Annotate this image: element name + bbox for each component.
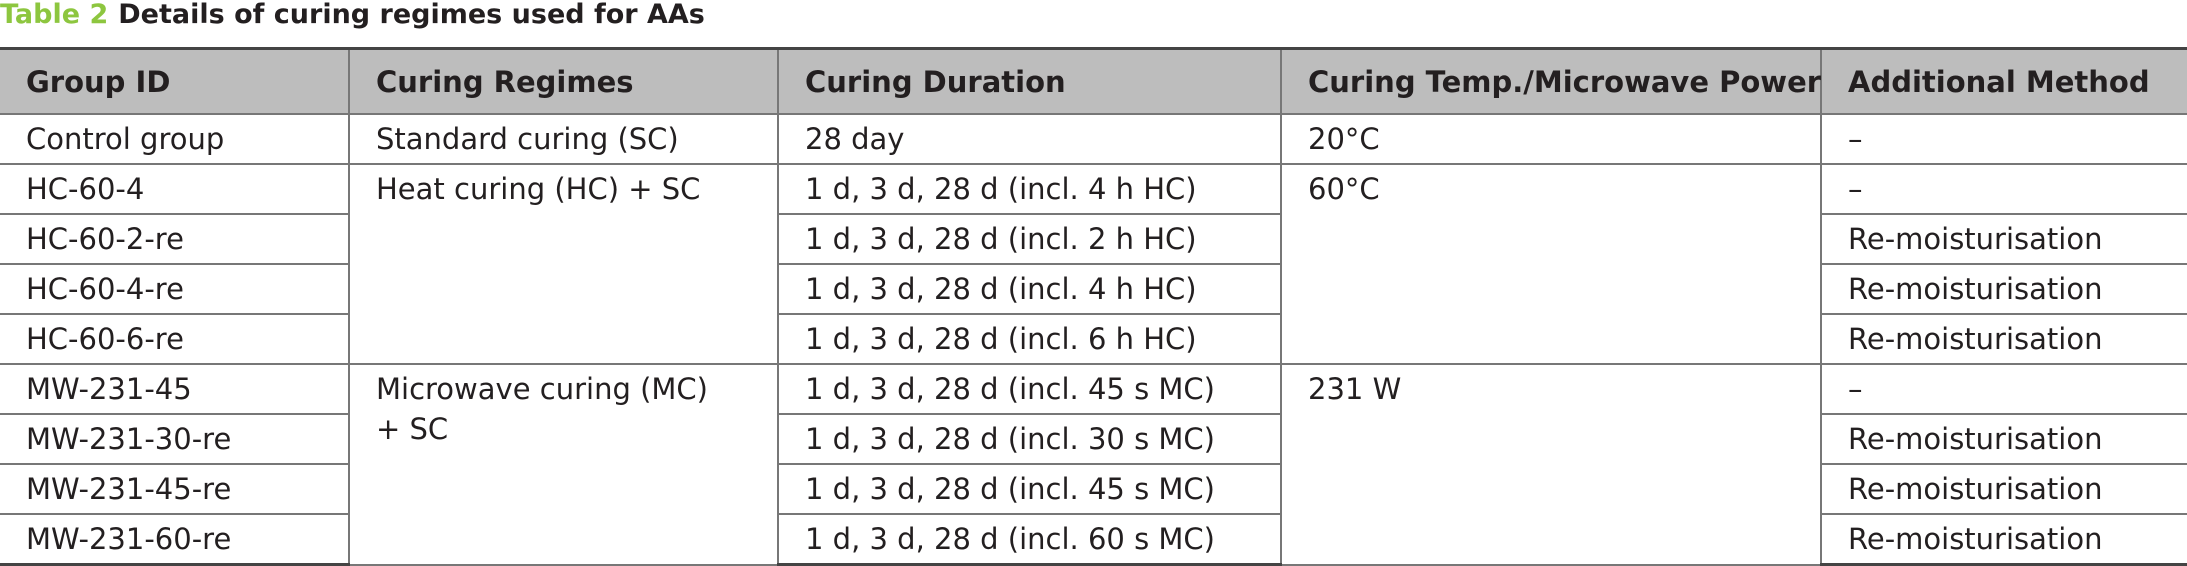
cell: Re-moisturisation (1820, 414, 2187, 465)
header-cell: Curing Temp./Microwave Power (1280, 47, 1821, 115)
cell: 1 d, 3 d, 28 d (incl. 2 h HC) (777, 214, 1281, 265)
cell: 1 d, 3 d, 28 d (incl. 60 s MC) (777, 514, 1281, 566)
cell: 1 d, 3 d, 28 d (incl. 4 h HC) (777, 264, 1281, 315)
cell: – (1820, 164, 2187, 215)
cell: 1 d, 3 d, 28 d (incl. 45 s MC) (777, 364, 1281, 415)
row: MW-231-45-re 1 d, 3 d, 28 d (incl. 45 s … (0, 464, 2187, 515)
cell: MW-231-45 (0, 364, 349, 415)
caption-label: Table 2 (0, 0, 109, 30)
cell: 20°C (1280, 114, 1821, 165)
cell: Re-moisturisation (1820, 514, 2187, 566)
cell: 1 d, 3 d, 28 d (incl. 30 s MC) (777, 414, 1281, 465)
header-cell: Additional Method (1820, 47, 2187, 115)
header-cell: Curing Regimes (348, 47, 778, 115)
row: HC-60-4-re 1 d, 3 d, 28 d (incl. 4 h HC)… (0, 264, 2187, 315)
row: HC-60-6-re 1 d, 3 d, 28 d (incl. 6 h HC)… (0, 314, 2187, 365)
header-cell: Curing Duration (777, 47, 1281, 115)
cell: HC-60-2-re (0, 214, 349, 265)
cell: Re-moisturisation (1820, 464, 2187, 515)
cell: HC-60-4-re (0, 264, 349, 315)
cell: HC-60-6-re (0, 314, 349, 365)
cell: Microwave curing (MC) + SC (348, 364, 778, 566)
cell: – (1820, 114, 2187, 165)
cell: 60°C (1280, 164, 1821, 365)
row: HC-60-2-re 1 d, 3 d, 28 d (incl. 2 h HC)… (0, 214, 2187, 265)
table: Group ID Curing Regimes Curing Duration … (0, 47, 2187, 566)
cell: 1 d, 3 d, 28 d (incl. 4 h HC) (777, 164, 1281, 215)
cell: – (1820, 364, 2187, 415)
row: MW-231-30-re 1 d, 3 d, 28 d (incl. 30 s … (0, 414, 2187, 465)
cell: Re-moisturisation (1820, 314, 2187, 365)
cell-text: Microwave curing (MC) + SC (376, 372, 708, 446)
row: HC-60-4 Heat curing (HC) + SC 1 d, 3 d, … (0, 164, 2187, 365)
cell: 1 d, 3 d, 28 d (incl. 6 h HC) (777, 314, 1281, 365)
table-caption: Table 2 Details of curing regimes used fo… (0, 0, 2187, 42)
cell: 231 W (1280, 364, 1821, 566)
cell: HC-60-4 (0, 164, 349, 215)
cell: MW-231-60-re (0, 514, 349, 566)
header-cell: Group ID (0, 47, 349, 115)
cell: Standard curing (SC) (348, 114, 778, 165)
cell: 28 day (777, 114, 1281, 165)
caption-title: Details of curing regimes used for AAs (118, 0, 705, 30)
header-row: Group ID Curing Regimes Curing Duration … (0, 47, 2187, 115)
cell: Heat curing (HC) + SC (348, 164, 778, 365)
cell: MW-231-45-re (0, 464, 349, 515)
row: Control group Standard curing (SC) 28 da… (0, 114, 2187, 165)
row: MW-231-60-re 1 d, 3 d, 28 d (incl. 60 s … (0, 514, 2187, 566)
cell: 1 d, 3 d, 28 d (incl. 45 s MC) (777, 464, 1281, 515)
cell: Re-moisturisation (1820, 264, 2187, 315)
cell: MW-231-30-re (0, 414, 349, 465)
row: MW-231-45 Microwave curing (MC) + SC 1 d… (0, 364, 2187, 566)
cell: Control group (0, 114, 349, 165)
cell: Re-moisturisation (1820, 214, 2187, 265)
